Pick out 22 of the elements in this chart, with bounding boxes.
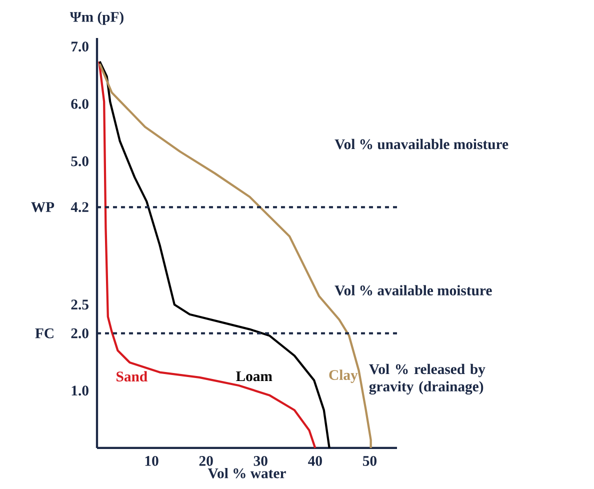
y-tick-label: 5.0 <box>71 156 88 166</box>
y-tick-label: 2.5 <box>71 300 88 310</box>
y-tick-label: 6.0 <box>71 98 88 109</box>
x-axis-title: Vol % water <box>208 468 286 478</box>
annotation: Vol % available moisture <box>334 285 492 296</box>
y-tick-label: 2.0 <box>71 328 88 338</box>
y-tick-label: 4.2 <box>70 202 88 212</box>
x-tick-label: 30 <box>254 456 268 466</box>
annotation: Vol % released by gravity (drainage) <box>369 364 486 395</box>
ref-line-label: WP <box>31 202 54 212</box>
x-tick-label: 50 <box>362 456 376 466</box>
x-tick-label: 20 <box>199 456 213 466</box>
series-label: Loam <box>236 371 272 382</box>
y-axis-title: Ψm (pF) <box>70 12 124 25</box>
ref-line-label: FC <box>35 328 54 338</box>
series-label: Sand <box>116 371 148 382</box>
series-label: Clay <box>329 370 358 383</box>
y-tick-label: 1.0 <box>72 386 88 396</box>
y-tick-label: 7.0 <box>72 42 88 52</box>
x-tick-label: 10 <box>145 456 158 466</box>
x-tick-label: 40 <box>308 456 322 466</box>
annotation: Vol % unavailable moisture <box>334 138 508 150</box>
